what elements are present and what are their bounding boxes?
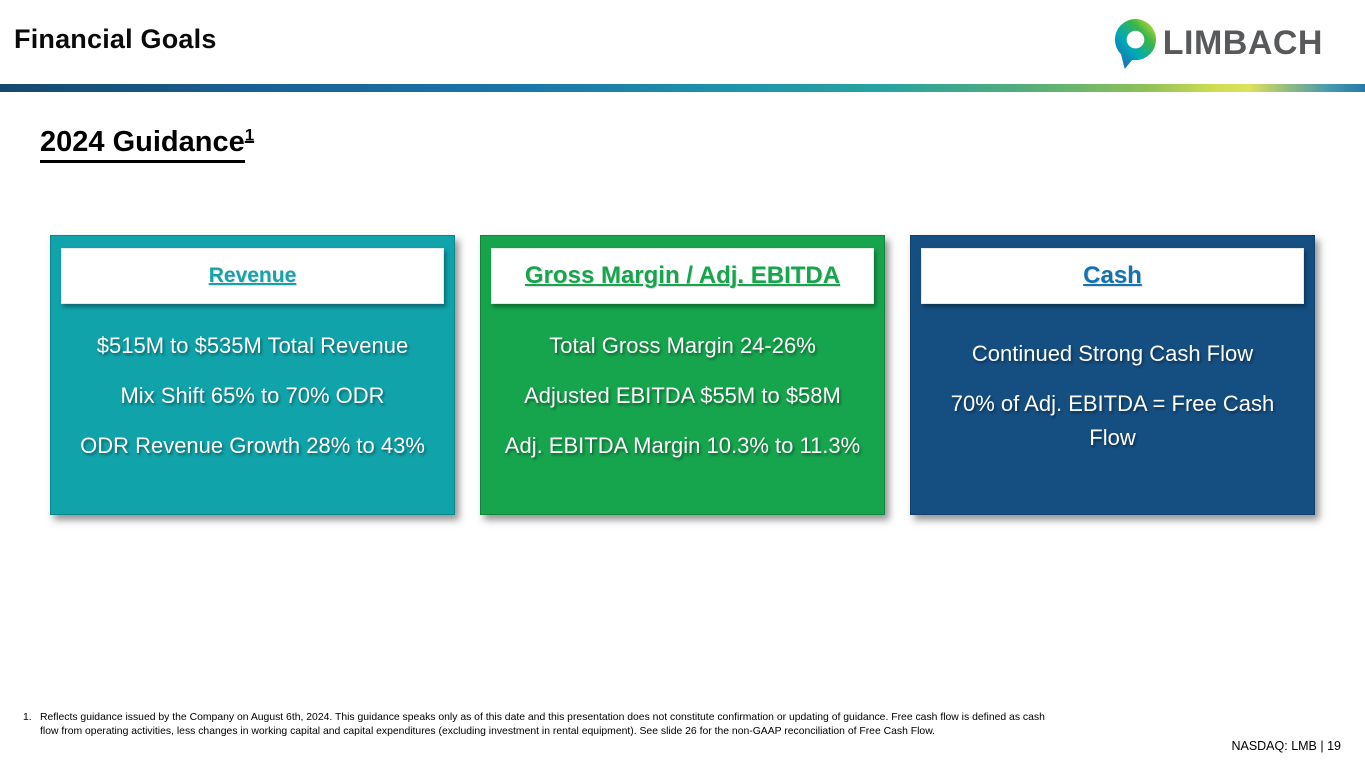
- revenue-line: $515M to $535M Total Revenue: [96, 332, 409, 358]
- cash-card-title: Cash: [1083, 262, 1142, 289]
- slide-title: Financial Goals: [14, 24, 217, 54]
- cash-card-header: Cash: [921, 248, 1304, 304]
- revenue-card-header: Revenue: [61, 248, 444, 304]
- cash-card-body: Continued Strong Cash Flow 70% of Adj. E…: [911, 304, 1314, 514]
- guidance-cards: Revenue $515M to $535M Total Revenue Mix…: [50, 235, 1315, 515]
- limbach-q-mark-icon: [1114, 19, 1156, 69]
- section-heading-text: 2024 Guidance: [40, 126, 245, 163]
- header-gradient-divider: [0, 84, 1365, 92]
- gross-margin-line: Adjusted EBITDA $55M to $58M: [524, 382, 841, 408]
- limbach-logo: LIMBACH: [1111, 17, 1323, 70]
- ticker-page-number: NASDAQ: LMB | 19: [1231, 739, 1341, 753]
- gross-margin-card-header: Gross Margin / Adj. EBITDA: [491, 248, 874, 304]
- limbach-logo-text: LIMBACH: [1162, 24, 1323, 62]
- cash-line: Continued Strong Cash Flow: [971, 340, 1254, 366]
- cash-card: Cash Continued Strong Cash Flow 70% of A…: [910, 235, 1315, 515]
- gross-margin-ebitda-card: Gross Margin / Adj. EBITDA Total Gross M…: [480, 235, 885, 515]
- gross-margin-line: Total Gross Margin 24-26%: [549, 332, 816, 358]
- footnote-text: Reflects guidance issued by the Company …: [40, 712, 1045, 737]
- revenue-line: Mix Shift 65% to 70% ODR: [120, 382, 385, 408]
- revenue-card-body: $515M to $535M Total Revenue Mix Shift 6…: [51, 304, 454, 514]
- gross-margin-card-title: Gross Margin / Adj. EBITDA: [524, 262, 841, 289]
- footnote-reference: 1: [244, 125, 255, 145]
- footnote-number: 1.: [23, 712, 32, 723]
- footnote: 1. Reflects guidance issued by the Compa…: [23, 711, 1065, 739]
- revenue-line: ODR Revenue Growth 28% to 43%: [80, 433, 425, 459]
- gross-margin-card-body: Total Gross Margin 24-26% Adjusted EBITD…: [481, 304, 884, 514]
- revenue-card-title: Revenue: [208, 264, 297, 287]
- section-heading: 2024 Guidance1: [40, 126, 254, 163]
- revenue-card: Revenue $515M to $535M Total Revenue Mix…: [50, 235, 455, 515]
- cash-line: 70% of Adj. EBITDA = Free Cash Flow: [950, 390, 1275, 451]
- gross-margin-line: Adj. EBITDA Margin 10.3% to 11.3%: [504, 433, 861, 459]
